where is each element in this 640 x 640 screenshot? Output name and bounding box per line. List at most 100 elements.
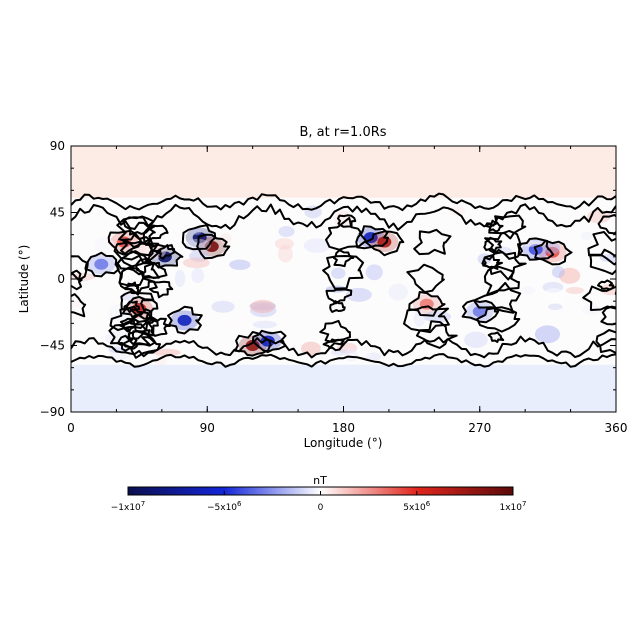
feature-faint: [464, 331, 488, 348]
feature-faint: [542, 281, 564, 293]
colorbar-ticks: −1x107 −5x106 0 5x106 1x107: [111, 491, 527, 513]
contour-line: [587, 231, 616, 266]
feature-faint: [274, 238, 294, 250]
x-tick-label: 360: [605, 421, 628, 435]
feature-faint: [543, 242, 561, 255]
contour-line: [403, 305, 450, 334]
y-tick-labels: −90 −45 0 45 90: [40, 139, 65, 419]
chart-title: B, at r=1.0Rs: [299, 125, 386, 140]
contour-line: [319, 319, 351, 343]
contour-line: [71, 293, 87, 318]
contour-line: [71, 203, 616, 231]
colorbar-tick-label: −1x107: [111, 500, 146, 513]
feature-faint: [365, 352, 382, 361]
contour-line: [120, 233, 153, 257]
feature-faint: [449, 206, 466, 217]
y-tick-label: −45: [40, 339, 65, 353]
contour-line: [483, 236, 503, 253]
plot-area: [71, 146, 616, 412]
feature-faint: [250, 299, 276, 314]
x-tick-label: 90: [200, 421, 215, 435]
y-axis-label: Latitude (°): [17, 245, 31, 314]
contour-line: [71, 192, 616, 212]
feature-faint: [278, 225, 295, 237]
contour-line: [251, 329, 287, 354]
feature-faint: [558, 267, 581, 284]
contour-line: [517, 237, 555, 261]
colorbar-tick-label: 0: [318, 503, 324, 513]
contour-line: [84, 251, 120, 278]
feature-faint: [344, 347, 359, 362]
feature-faint: [252, 320, 277, 329]
colorbar-label: nT: [313, 474, 327, 487]
contour-line: [329, 300, 346, 313]
colorbar-tick-label: 5x106: [403, 500, 431, 513]
south-cap: [71, 364, 616, 412]
contour-line: [337, 214, 357, 228]
zero-contours: [71, 192, 616, 368]
feature-faint: [423, 311, 452, 323]
feature-faint: [229, 318, 250, 327]
contour-line: [71, 353, 616, 368]
contour-line: [147, 317, 171, 337]
contour-line: [325, 216, 367, 251]
contour-line: [597, 214, 616, 235]
contour-line: [487, 331, 505, 343]
x-tick-label: 0: [67, 421, 75, 435]
contour-line: [234, 331, 272, 357]
feature-faint: [229, 259, 251, 270]
contour-line: [597, 279, 615, 291]
contour-line: [322, 255, 365, 290]
contour-line: [147, 243, 184, 269]
contour-line: [582, 285, 616, 311]
latitude-bands: [71, 146, 616, 412]
x-axis-label: Longitude (°): [304, 436, 383, 450]
feature-faint: [191, 267, 205, 284]
contour-line: [595, 329, 616, 355]
contour-line: [121, 330, 161, 359]
contour-line: [325, 288, 353, 305]
feature-faint: [211, 300, 235, 313]
contour-line: [333, 249, 355, 268]
feature-faint: [547, 303, 563, 311]
feature-faint: [199, 294, 216, 302]
feature-faint: [384, 254, 397, 261]
contour-line: [472, 281, 522, 314]
feature-faint: [153, 348, 181, 357]
contour-line: [116, 250, 156, 276]
feature-faint: [331, 267, 346, 279]
feature-faint: [520, 285, 536, 295]
feature-faint: [388, 283, 409, 301]
feature-faint: [551, 266, 565, 278]
contour-line: [142, 224, 169, 243]
feature-core: [94, 258, 109, 270]
y-tick-label: 45: [50, 206, 65, 220]
feature-faint: [303, 238, 331, 253]
x-tick-labels: 0 90 180 270 360: [67, 421, 627, 435]
contour-line: [484, 229, 523, 260]
colorbar-tick-label: 1x107: [500, 500, 527, 513]
feature-faint: [534, 325, 561, 344]
contour-line: [129, 329, 156, 347]
feature-faint: [542, 288, 566, 304]
contour-line: [364, 230, 405, 257]
contour-line: [167, 305, 203, 335]
contour-line: [406, 263, 445, 294]
feature-core: [204, 240, 219, 252]
feature-faint: [365, 264, 383, 281]
feature-faint: [182, 257, 210, 269]
feature-faint: [174, 269, 186, 288]
contour-line: [121, 295, 159, 323]
x-tick-label: 180: [332, 421, 355, 435]
contour-line: [482, 254, 503, 270]
feature-faint: [189, 250, 210, 262]
contour-line: [484, 219, 504, 233]
contour-line: [196, 233, 231, 260]
contour-line: [123, 300, 141, 314]
contour-line: [71, 255, 89, 281]
feature-faint: [465, 273, 487, 284]
feature-faint: [580, 231, 593, 241]
contour-line: [488, 214, 527, 240]
contour-line: [107, 229, 143, 256]
feature-faint: [220, 233, 232, 246]
